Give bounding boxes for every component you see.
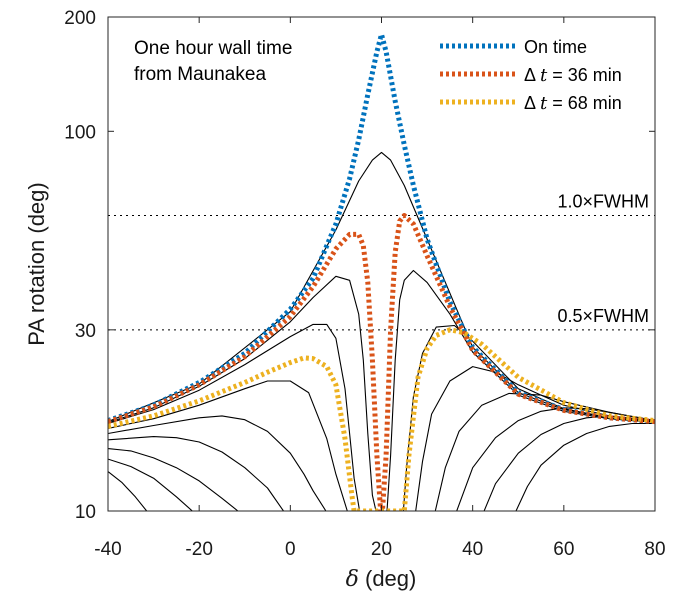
x-tick-label-5: 40 (462, 539, 483, 560)
y-axis-label: PA rotation (deg) (24, 182, 49, 345)
reference-lines: 1.0×FWHM 0.5×FWHM (108, 192, 655, 331)
reference-label-2: 0.5×FWHM (557, 306, 649, 326)
legend-label-on-time: On time (524, 37, 587, 57)
series-line-36min (108, 213, 655, 511)
x-tick-label-1: -40 (94, 539, 121, 560)
model-curve-14 (108, 458, 193, 511)
x-tick-label-6: 60 (553, 539, 574, 560)
plot-background (108, 17, 655, 511)
y-tick-label-1: 10 (75, 502, 96, 523)
x-axis-symbol: δ (346, 567, 359, 592)
annotation-line-2: from Maunakea (134, 64, 266, 85)
model-curve-8 (108, 415, 327, 511)
model-curve-12 (108, 448, 239, 511)
x-tick-label-4: 20 (371, 539, 392, 560)
legend-36min-rest: = 36 min (547, 65, 622, 85)
y-tick-label-2: 30 (75, 321, 96, 342)
y-tick-label-4: 200 (64, 8, 96, 29)
x-tick-label-3: 0 (285, 539, 296, 560)
x-tick-label-7: 80 (644, 539, 665, 560)
legend-68min-delta: Δ (524, 93, 536, 113)
x-tick-label-2: -20 (185, 539, 212, 560)
annotation: One hour wall time from Maunakea (134, 38, 298, 85)
legend-36min-delta: Δ (524, 65, 536, 85)
model-curve-15 (515, 422, 655, 511)
x-tick-labels: -40 -20 0 20 40 60 80 (94, 539, 665, 560)
model-curve-6 (108, 380, 348, 511)
legend-68min-rest: = 68 min (547, 93, 622, 113)
legend-68min-var: t (540, 93, 548, 114)
model-curve-10 (108, 436, 284, 511)
y-tick-labels: 10 30 100 200 (64, 8, 96, 523)
model-curve-16 (108, 471, 148, 511)
model-curve-9 (434, 392, 655, 511)
series-line-68min (108, 327, 655, 511)
axis-ticks (107, 16, 656, 512)
legend-36min-var: t (540, 65, 548, 86)
model-curve-11 (456, 407, 655, 511)
highlighted-series (108, 31, 655, 511)
model-curve-4 (108, 323, 361, 511)
annotation-line-1: One hour wall time (134, 38, 292, 59)
reference-label-1: 1.0×FWHM (557, 192, 649, 212)
y-tick-label-3: 100 (64, 122, 96, 143)
x-axis-unit: (deg) (359, 566, 416, 591)
x-axis-label: δ (deg) (346, 566, 417, 592)
